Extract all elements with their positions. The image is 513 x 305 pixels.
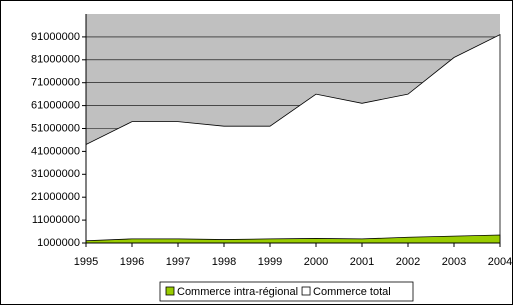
y-tick-label: 1000000 [37,237,80,249]
y-tick-label: 81000000 [31,54,80,66]
y-tick-label: 11000000 [32,214,80,226]
y-tick-label: 91000000 [31,31,80,43]
y-tick-label: 61000000 [31,100,80,112]
x-tick-label: 1999 [258,256,282,268]
x-tick-label: 2002 [396,256,420,268]
y-tick-label: 71000000 [31,77,80,89]
x-tick-label: 2004 [488,256,512,268]
x-tick-label: 2003 [442,256,466,268]
legend-label: Commerce total [313,286,391,298]
x-tick-label: 1998 [212,256,236,268]
y-tick-label: 41000000 [31,145,80,157]
area [85,33,501,244]
area [85,234,501,244]
y-tick-label: 21000000 [31,191,80,203]
legend-box [159,281,414,302]
y-tick-label: 31000000 [31,168,80,180]
x-tick-label: 2000 [304,256,328,268]
x-tick-label: 1995 [74,256,98,268]
x-tick-label: 1997 [166,256,190,268]
y-tick-label: 51000000 [31,122,80,134]
x-tick-label: 2001 [350,256,374,268]
legend-swatch [165,286,175,296]
legend-label: Commerce intra-régional [177,286,298,298]
legend-swatch [301,286,311,296]
x-tick-label: 1996 [120,256,144,268]
